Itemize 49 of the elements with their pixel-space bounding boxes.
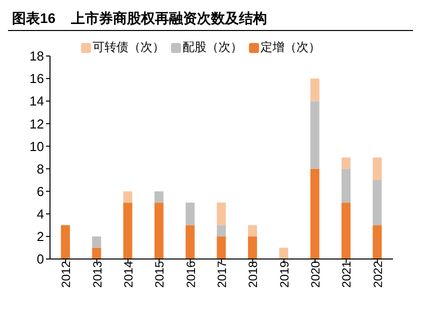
bar: [154, 202, 164, 259]
y-tick-label: 14: [30, 94, 44, 109]
bar: [310, 168, 320, 259]
x-tick-label: 2016: [184, 260, 198, 288]
x-tick-label: 2012: [59, 260, 74, 288]
bar: [248, 236, 258, 259]
bar: [123, 202, 132, 259]
bar: [279, 248, 288, 259]
x-tick-label: 2015: [152, 260, 167, 288]
y-tick-label: 10: [30, 138, 44, 154]
bar: [186, 202, 195, 226]
legend-label: 定增（次）: [260, 39, 320, 56]
legend-label: 配股（次）: [182, 39, 242, 56]
x-tick-label: 2019: [277, 260, 292, 288]
bar: [342, 168, 351, 203]
bar: [216, 236, 226, 259]
bar: [342, 158, 351, 169]
bar: [248, 225, 258, 236]
x-tick-label: 2018: [246, 260, 260, 288]
y-tick-label: 6: [36, 184, 44, 199]
y-tick-label: 4: [36, 206, 44, 222]
bar: [310, 101, 320, 169]
x-tick-label: 2013: [90, 260, 104, 288]
y-tick-label: 2: [36, 229, 44, 244]
bar: [372, 158, 382, 180]
x-tick-label: 2022: [370, 260, 385, 288]
bar: [216, 202, 226, 226]
y-tick-label: 12: [30, 116, 44, 132]
legend-label: 可转债（次）: [92, 39, 164, 56]
bar: [372, 225, 382, 259]
bar: [92, 248, 102, 259]
y-tick-label: 16: [30, 71, 44, 86]
bar: [310, 78, 320, 102]
bar: [372, 180, 382, 226]
bar: [216, 225, 226, 236]
bar: [60, 225, 70, 259]
chart-title: 图表16 上市券商股权再融资次数及结构: [8, 8, 413, 31]
x-tick-label: 2014: [121, 260, 136, 288]
bar: [92, 236, 102, 248]
bar: [342, 202, 351, 259]
y-tick-label: 8: [36, 161, 44, 176]
bar: [123, 191, 132, 203]
y-tick-label: 18: [30, 48, 44, 64]
x-tick-label: 2017: [215, 260, 230, 288]
bar: [186, 225, 195, 259]
bar: [154, 191, 164, 203]
y-tick-label: 0: [36, 252, 44, 267]
x-tick-label: 2021: [340, 260, 354, 288]
x-tick-label: 2020: [308, 260, 323, 288]
